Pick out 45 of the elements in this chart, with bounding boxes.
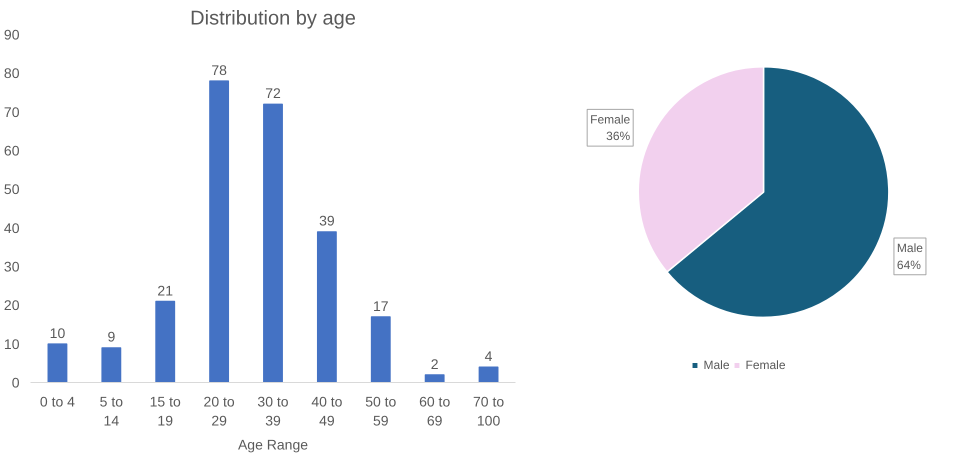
legend-label: Female [746, 358, 786, 372]
bar [48, 343, 68, 382]
y-tick-label: 70 [4, 104, 20, 120]
data-label: 2 [430, 356, 439, 372]
x-tick-label: 5 to 14 [100, 394, 124, 429]
data-label: 36% [606, 129, 631, 144]
data-label: 9 [107, 328, 116, 345]
y-tick-label: 30 [4, 258, 20, 274]
bar [478, 366, 498, 382]
x-tick-label: 0 to 4 [40, 394, 76, 410]
y-tick-label: 60 [4, 142, 20, 158]
x-axis-title: Age Range [238, 436, 308, 453]
bar [424, 374, 445, 382]
data-label: 21 [157, 282, 174, 298]
x-tick-label: 30 to 39 [257, 394, 289, 429]
x-tick-label: 20 to 29 [204, 394, 235, 429]
data-label: 72 [265, 85, 281, 102]
bar [316, 231, 337, 382]
bar [101, 347, 122, 382]
x-tick-label: 40 to 49 [311, 394, 343, 429]
y-tick-label: 20 [4, 297, 20, 314]
data-label: 17 [372, 298, 389, 314]
x-tick-label: 70 to 100 [472, 394, 504, 429]
data-label: 78 [211, 62, 228, 78]
x-tick-label: 50 to 59 [365, 394, 397, 429]
x-tick-label: 15 to 19 [150, 394, 182, 429]
y-tick-label: 50 [4, 181, 20, 198]
legend-label: Male [703, 358, 730, 372]
y-tick-label: 0 [12, 374, 20, 390]
data-label: 64% [896, 258, 922, 272]
data-label: 39 [319, 212, 335, 229]
y-tick-label: 80 [4, 65, 20, 82]
x-tick-label: 60 to 69 [419, 394, 450, 429]
bar [209, 80, 230, 382]
data-label: 4 [484, 348, 493, 364]
y-tick-label: 40 [4, 220, 20, 236]
y-tick-label: 10 [4, 336, 20, 352]
bar [155, 300, 176, 382]
slice-label: Female [590, 112, 631, 126]
bar [370, 316, 391, 382]
slice-label: Male [896, 240, 924, 255]
bar [263, 104, 283, 382]
y-tick-label: 90 [4, 26, 20, 42]
chart-title: Distribution by age [190, 8, 356, 30]
data-label: 10 [50, 324, 66, 341]
